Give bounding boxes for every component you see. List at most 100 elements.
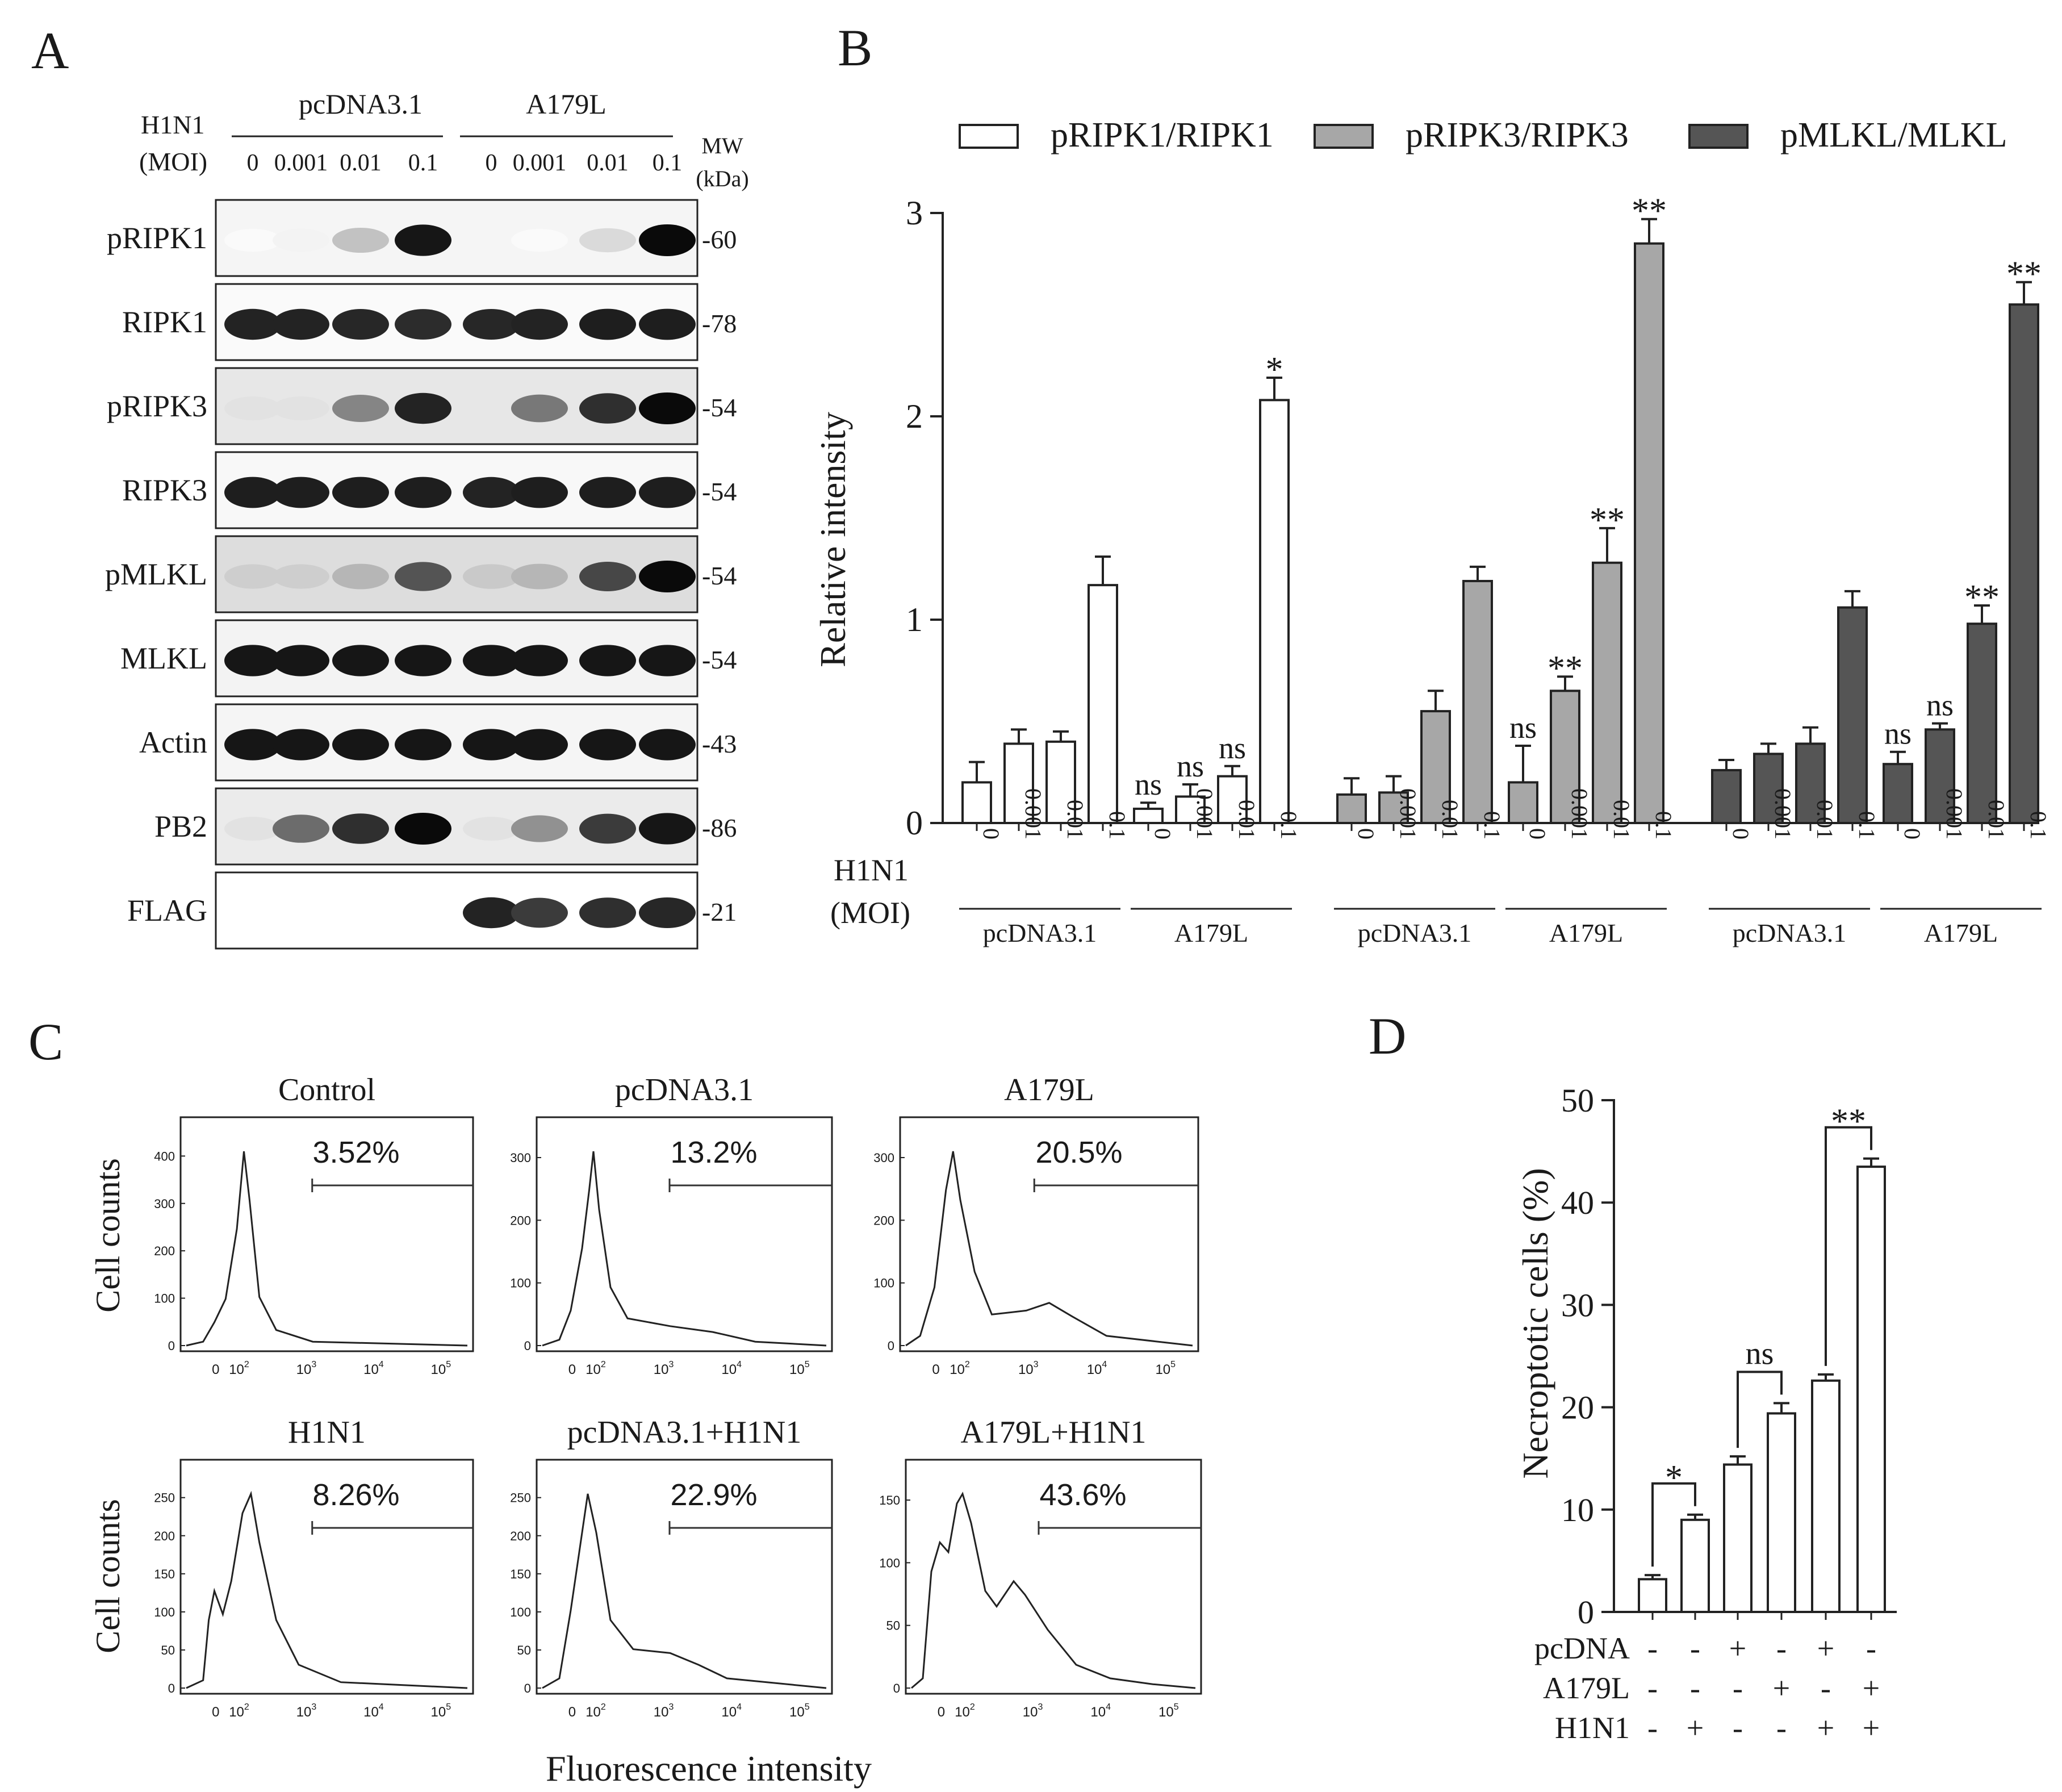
histogram-xtick: 103 — [654, 1702, 674, 1720]
blot-band — [511, 897, 568, 928]
blot-group2-label: A179L — [526, 88, 607, 120]
histogram-xtick: 103 — [296, 1702, 317, 1720]
histogram-curve — [905, 1151, 1193, 1347]
histogram: pcDNA3.1+H1N1 22.9% 0 50 100 150 200 250 0 102 103… — [510, 1415, 833, 1720]
blot-band — [639, 813, 696, 845]
blot-band — [332, 228, 389, 253]
blot-band — [511, 729, 568, 761]
blot-band — [332, 645, 389, 676]
blot-band — [639, 477, 696, 508]
chart-b-xtick-label: 0.001 — [1942, 788, 1967, 839]
panel-c-label: C — [28, 1013, 63, 1071]
chart-d-row-label: A179L — [1543, 1671, 1630, 1705]
histogram-xtick: 104 — [1090, 1702, 1111, 1720]
histogram-xtick: 0 — [212, 1362, 219, 1377]
panel-b-label: B — [838, 19, 872, 77]
blot-band — [332, 563, 389, 590]
blot-label: Actin — [139, 725, 207, 759]
chart-b-legend-label: pRIPK3/RIPK3 — [1406, 116, 1629, 154]
blot-moi-values: 0 0.001 0.01 0.1 0 0.001 0.01 0.1 — [247, 150, 683, 176]
chart-b-xtick-label: 0.1 — [2026, 811, 2051, 839]
chart-b-ytick-label: 3 — [906, 194, 923, 232]
chart-b-legend-swatch — [1314, 124, 1374, 149]
histogram-frame — [905, 1459, 1202, 1695]
blot-band — [639, 308, 696, 340]
blot-band — [224, 645, 281, 676]
blot-band — [395, 813, 451, 845]
histogram-ytick: 0 — [524, 1681, 531, 1695]
histogram-ytick: 100 — [510, 1605, 531, 1619]
kda-label: (kDa) — [696, 166, 748, 191]
chart-d-significance: * — [1665, 1459, 1683, 1497]
hist-ylabel: Cell counts — [89, 1499, 127, 1653]
histogram-xtick: 102 — [585, 1702, 606, 1720]
chart-d-sign: - — [1776, 1711, 1787, 1745]
moi-value: 0 — [247, 150, 259, 176]
blot-band — [332, 308, 389, 340]
chart-b-xtick-label: 0 — [1728, 828, 1754, 839]
histogram-xtick: 0 — [938, 1705, 945, 1720]
moi-value: 0.001 — [274, 150, 328, 176]
blot-band — [463, 897, 520, 929]
blot-band — [511, 815, 568, 842]
chart-b-bar — [1133, 807, 1164, 824]
histogram-title: A179L — [1004, 1072, 1094, 1108]
histogram-xtick: 105 — [431, 1702, 451, 1720]
histogram-xtick: 103 — [1023, 1702, 1043, 1720]
blot-band — [511, 477, 568, 508]
histogram-title: pcDNA3.1 — [615, 1072, 754, 1108]
histogram-percent: 43.6% — [1039, 1478, 1126, 1512]
chart-b-ytick-label: 1 — [906, 601, 923, 638]
chart-b-xtick-label: 0.01 — [1234, 800, 1260, 839]
blot-band — [395, 392, 451, 424]
chart-b-xtick-label: 0 — [1900, 828, 1925, 839]
chart-b-bar — [1508, 781, 1538, 825]
chart-d-ytick-label: 50 — [1561, 1082, 1594, 1119]
histogram-percent: 3.52% — [312, 1135, 399, 1169]
blot-band — [511, 228, 568, 252]
chart-b-xtick-label: 0 — [978, 828, 1004, 839]
chart-b-bar — [1925, 728, 1955, 824]
blot-band — [579, 228, 636, 253]
chart-d-row-label: H1N1 — [1555, 1711, 1630, 1745]
chart-b-xtick-label: 0.1 — [1105, 811, 1130, 839]
moi-value: 0.01 — [340, 150, 382, 176]
histogram: H1N1 8.26% 0 50 100 150 200 250 0 102 103 104 105 — [154, 1415, 474, 1720]
histogram-ytick: 0 — [893, 1681, 900, 1695]
histogram-title: A179L+H1N1 — [960, 1415, 1146, 1450]
histogram-curve — [186, 1490, 468, 1689]
hist-ylabel: Cell counts — [89, 1158, 127, 1313]
histogram-ytick: 50 — [161, 1643, 175, 1657]
blot-h1n1-label: H1N1 — [141, 110, 204, 139]
blot-band — [395, 309, 451, 340]
chart-b-xtick-label: 0.001 — [1770, 788, 1796, 839]
blot-band — [332, 729, 389, 761]
blot-group1-label: pcDNA3.1 — [299, 88, 423, 120]
chart-b-significance: ns — [1884, 717, 1912, 751]
chart-d-sign: - — [1776, 1631, 1787, 1665]
chart-d-sign: - — [1733, 1671, 1743, 1705]
blot-band — [395, 562, 451, 591]
blot-band — [579, 813, 636, 844]
chart-b-xtick-label: 0 — [1525, 828, 1550, 839]
histogram-xtick: 102 — [229, 1360, 249, 1377]
histogram-xtick: 104 — [721, 1360, 742, 1377]
chart-b-xtick-label: 0.1 — [1479, 811, 1505, 839]
panel-d-label: D — [1369, 1007, 1406, 1065]
western-blots: pRIPK1 -60 RIPK1 -78 pRIPK3 -54 RIPK3 -54 pMLKL -… — [105, 199, 737, 950]
histogram-xtick: 105 — [431, 1360, 451, 1377]
chart-b-bar — [1711, 768, 1742, 825]
blot-mw: -78 — [702, 309, 737, 338]
moi-value: 0.01 — [587, 150, 629, 176]
mw-label: MW — [701, 133, 743, 158]
blot-band — [224, 228, 281, 252]
chart-b-legend-swatch — [1688, 124, 1749, 149]
chart-b-xtick-label: 0.01 — [1984, 800, 2009, 839]
chart-b-significance: * — [1266, 350, 1283, 389]
moi-value: 0.001 — [513, 150, 567, 176]
histogram-ytick: 100 — [154, 1605, 175, 1619]
histogram-title: pcDNA3.1+H1N1 — [567, 1415, 802, 1450]
